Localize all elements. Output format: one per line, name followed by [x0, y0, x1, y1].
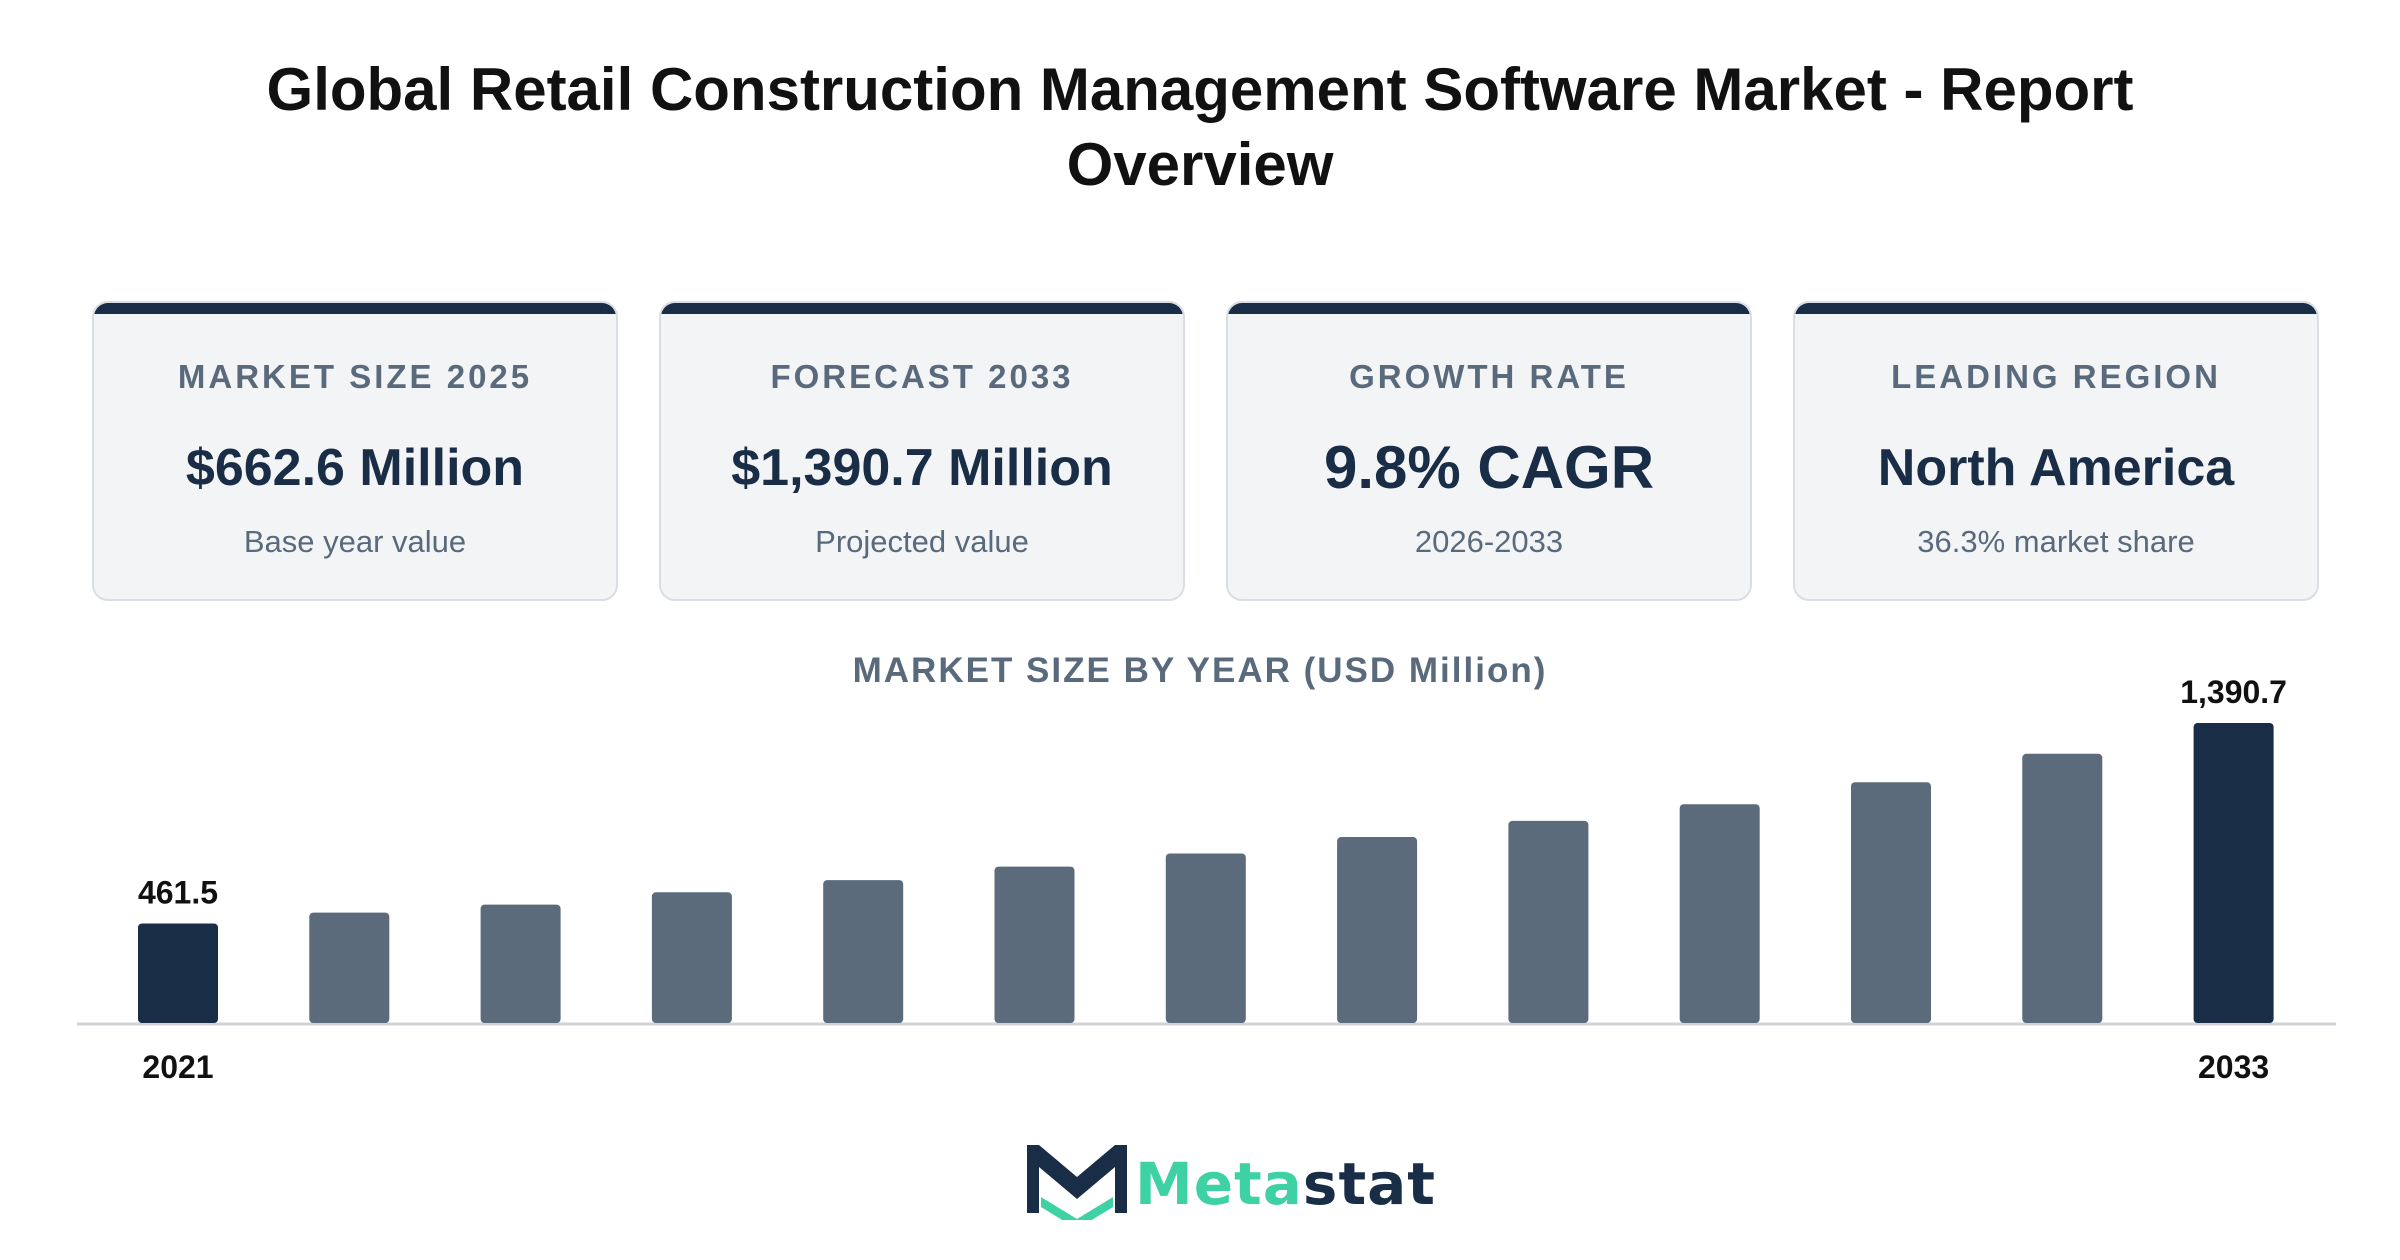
- bar-2032: [2022, 753, 2103, 1023]
- market-size-bar-chart: 461.5 2021 1,390.7 2033: [77, 674, 2336, 1085]
- card-subtitle: Projected value: [815, 524, 1029, 559]
- bar-2033: [2193, 723, 2274, 1023]
- leading-region-card: LEADING REGION North America 36.3% marke…: [1793, 301, 2319, 601]
- logo-text-meta: Meta: [1135, 1150, 1303, 1218]
- card-label: GROWTH RATE: [1349, 358, 1629, 395]
- metastat-logo: Metastat: [1027, 1140, 1435, 1220]
- forecast-card: FORECAST 2033 $1,390.7 Million Projected…: [659, 301, 1185, 601]
- bar-2029: [1508, 820, 1589, 1023]
- card-label: MARKET SIZE 2025: [177, 358, 533, 395]
- card-value: 9.8% CAGR: [1323, 434, 1655, 501]
- bar-2030: [1679, 804, 1760, 1023]
- growth-rate-card: GROWTH RATE 9.8% CAGR 2026-2033: [1226, 301, 1752, 601]
- bar-2025: [823, 880, 904, 1023]
- logo-text-stat: stat: [1302, 1150, 1437, 1218]
- card-label: FORECAST 2033: [770, 358, 1074, 395]
- summary-cards: MARKET SIZE 2025 $662.6 Million Base yea…: [92, 301, 2322, 603]
- bar-value-label: 461.5: [138, 874, 218, 910]
- bar-value-label: 1,390.7: [2180, 674, 2287, 710]
- page-title: Global Retail Construction Management So…: [266, 56, 2134, 198]
- card-subtitle: 2026-2033: [1414, 524, 1564, 559]
- bar-2026: [994, 866, 1075, 1023]
- bar-2027: [1165, 853, 1246, 1023]
- metastat-logo-icon: [1027, 1145, 1127, 1220]
- chart-title: MARKET SIZE BY YEAR (USD Million): [852, 651, 1548, 690]
- logo-wordmark: Metastat: [1135, 1150, 1436, 1218]
- market-size-card: MARKET SIZE 2025 $662.6 Million Base yea…: [92, 301, 618, 601]
- bar-2023: [480, 904, 561, 1023]
- card-value: North America: [1877, 439, 2235, 497]
- bar-2031: [1851, 782, 1931, 1023]
- x-tick-label: 2033: [2198, 1049, 2269, 1085]
- card-label: LEADING REGION: [1891, 358, 2221, 395]
- bar-2024: [651, 892, 732, 1023]
- bar-2021: [138, 923, 218, 1023]
- bar-2022: [309, 912, 390, 1023]
- card-value: $662.6 Million: [185, 439, 525, 497]
- bar-2028: [1337, 837, 1418, 1023]
- card-value: $1,390.7 Million: [731, 439, 1113, 497]
- card-subtitle: Base year value: [243, 524, 467, 559]
- x-tick-label: 2021: [142, 1049, 213, 1085]
- card-subtitle: 36.3% market share: [1917, 524, 2195, 559]
